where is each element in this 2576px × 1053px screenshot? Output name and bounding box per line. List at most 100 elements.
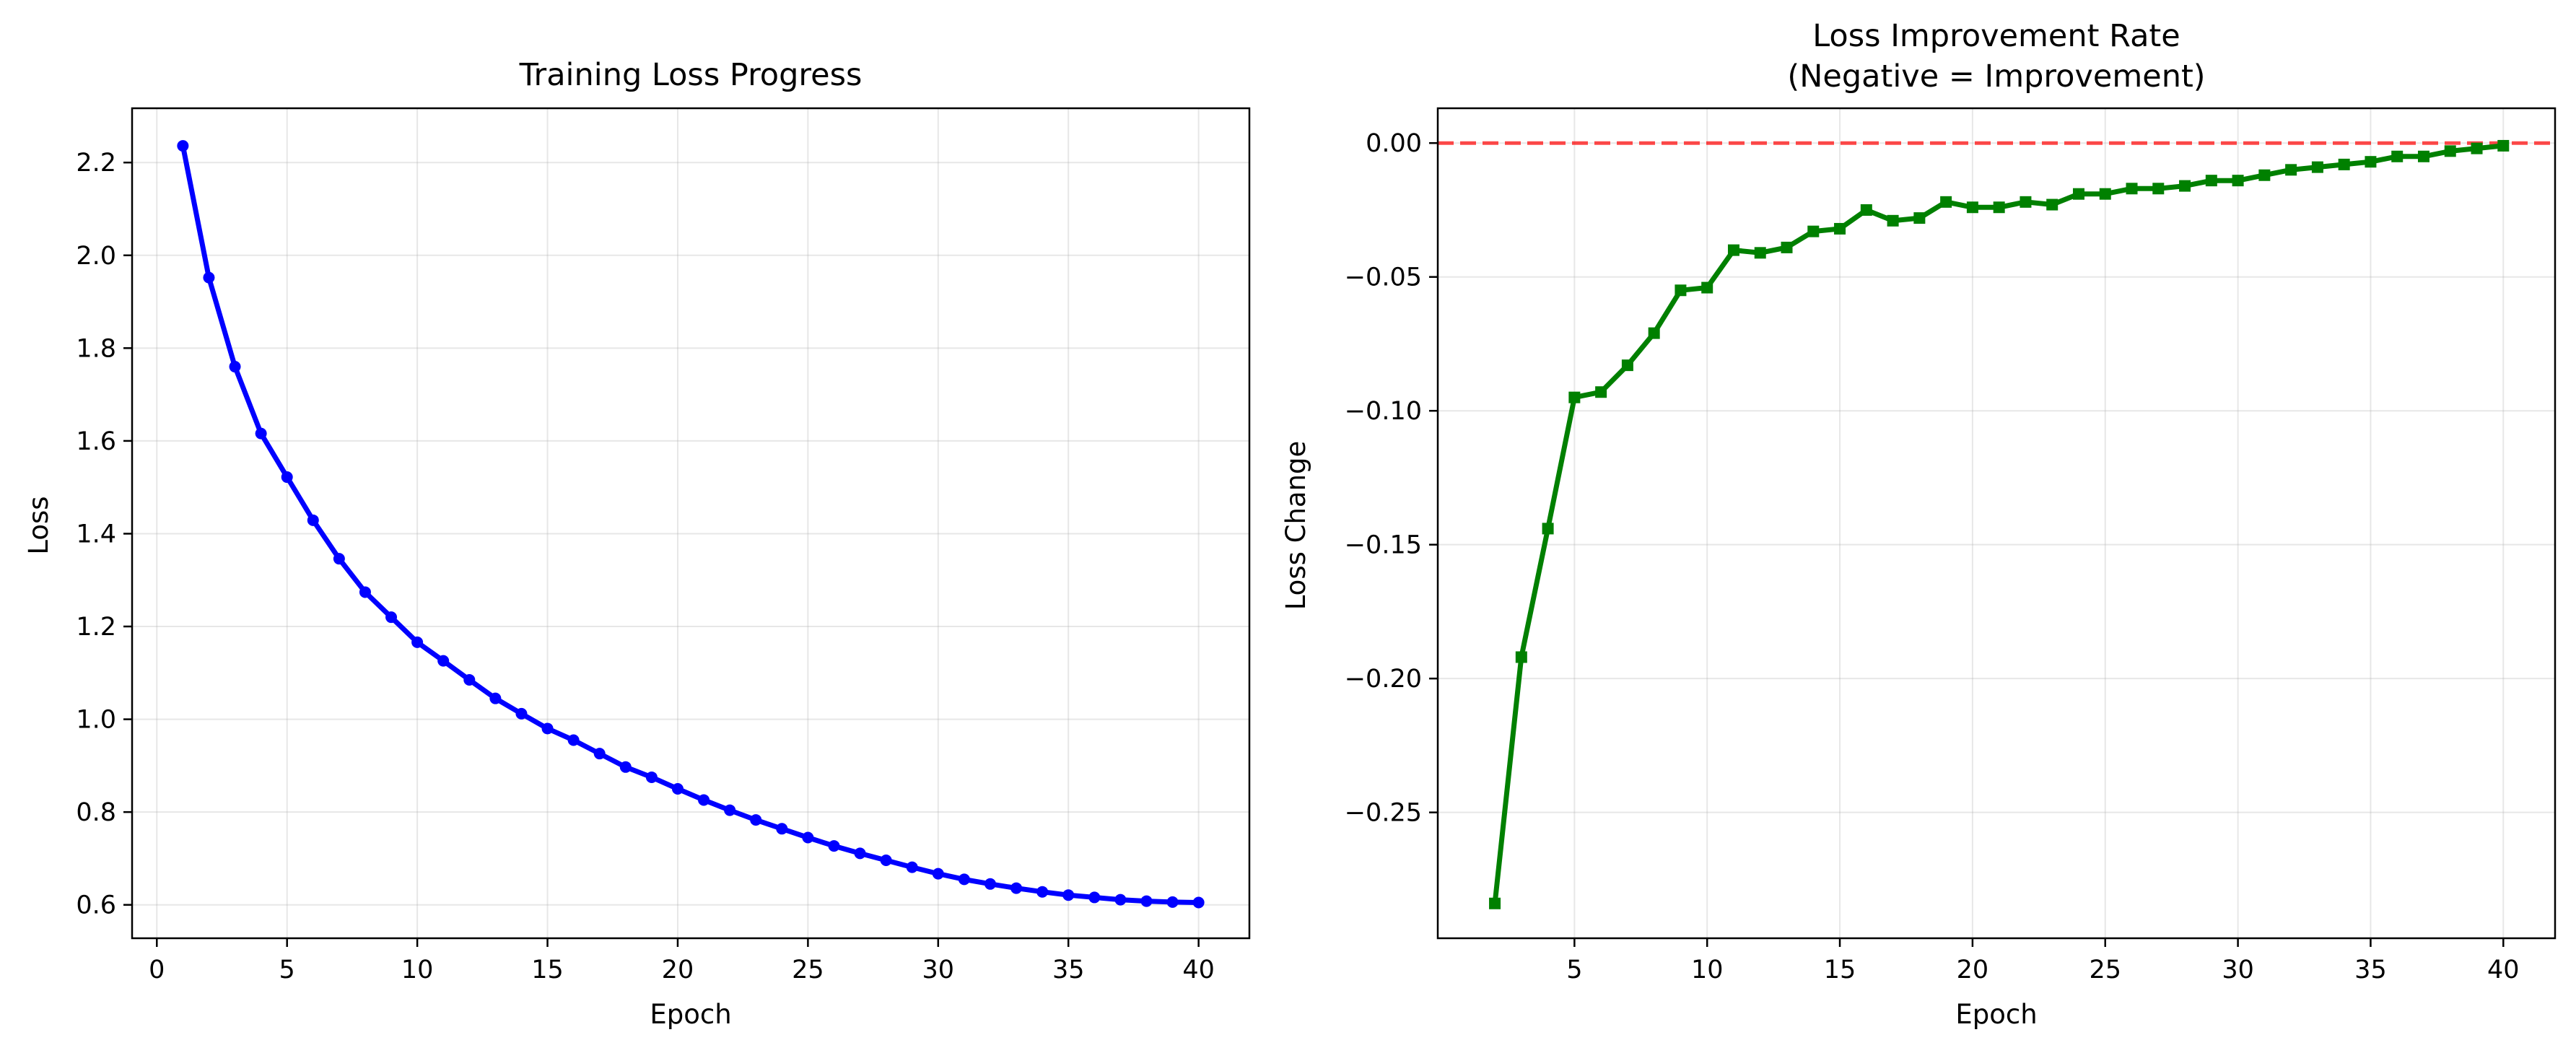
x-axis-label: Epoch [650, 999, 731, 1030]
chart-title: Training Loss Progress [519, 57, 863, 93]
data-point [698, 794, 710, 806]
series-line [1492, 143, 2506, 906]
data-point [932, 868, 944, 880]
y-axis-label: Loss [23, 496, 54, 554]
data-point [724, 804, 736, 816]
training-loss-panel: Training Loss Progress Epoch Loss 0 5 10 15… [23, 57, 1251, 1030]
y-tick-label: 0.00 [1366, 129, 1422, 158]
data-point [2232, 175, 2244, 187]
data-point [1781, 241, 1793, 253]
y-axis-label: Loss Change [1280, 441, 1311, 611]
data-point [828, 840, 840, 852]
plot-frame [1436, 107, 2557, 940]
data-point [1010, 882, 1023, 894]
y-tick-label: 1.2 [76, 613, 116, 642]
data-point [854, 847, 866, 860]
x-tick-label: 0 [149, 956, 165, 984]
chart-title: Loss Improvement Rate [1812, 18, 2180, 54]
data-point [2338, 158, 2350, 170]
data-point [1595, 386, 1607, 398]
data-point [437, 655, 450, 667]
data-point [958, 873, 970, 886]
data-point [2126, 183, 2138, 195]
data-point [307, 514, 319, 526]
x-ticks: 0 5 10 15 20 25 30 35 40 [149, 938, 1215, 984]
data-point [750, 814, 762, 826]
data-point [2311, 161, 2323, 173]
data-point [1993, 201, 2005, 214]
y-ticks: 0.6 0.8 1.0 1.2 1.4 1.6 1.8 2.0 2.2 [76, 149, 132, 920]
x-tick-label: 20 [662, 956, 694, 984]
data-point [1860, 204, 1872, 216]
data-point [802, 831, 814, 844]
data-point [1727, 244, 1739, 256]
x-axis-label: Epoch [1955, 999, 2037, 1030]
data-point [255, 427, 267, 440]
data-point [2365, 156, 2377, 168]
y-tick-label: −0.15 [1345, 531, 1422, 560]
y-tick-label: 0.6 [76, 891, 116, 920]
data-point [2205, 175, 2217, 187]
data-point [489, 692, 502, 704]
data-point [2152, 183, 2165, 195]
series-layer [177, 140, 1205, 909]
x-tick-label: 5 [279, 956, 295, 984]
x-tick-label: 10 [401, 956, 434, 984]
x-tick-label: 35 [2354, 956, 2387, 984]
data-point [203, 271, 215, 284]
grid-lines [132, 108, 1249, 938]
data-point [281, 471, 293, 484]
plot-frame [131, 107, 1251, 940]
data-point [1675, 284, 1687, 297]
x-tick-label: 40 [1182, 956, 1215, 984]
data-point [1966, 201, 1978, 214]
y-tick-label: −0.05 [1345, 263, 1422, 292]
data-point [645, 771, 658, 783]
y-tick-label: −0.20 [1345, 665, 1422, 694]
data-point [2285, 164, 2297, 176]
data-point [1807, 225, 1820, 237]
data-point [1515, 651, 1527, 663]
data-point [333, 553, 345, 565]
data-point [2444, 145, 2456, 157]
data-point [2179, 180, 2191, 192]
y-tick-label: −0.10 [1345, 397, 1422, 426]
data-point [229, 361, 241, 373]
x-ticks: 5 10 15 20 25 30 35 40 [1566, 938, 2520, 984]
x-tick-label: 30 [2222, 956, 2254, 984]
x-tick-label: 25 [2089, 956, 2121, 984]
y-ticks: 0.00 −0.05 −0.10 −0.15 −0.20 −0.25 [1345, 129, 1438, 828]
y-tick-label: 1.8 [76, 334, 116, 363]
data-point [1568, 391, 1581, 403]
x-tick-label: 30 [922, 956, 955, 984]
data-point [1754, 247, 1766, 259]
series-layer [1489, 139, 2510, 909]
y-tick-label: 0.8 [76, 798, 116, 827]
data-point [359, 586, 371, 598]
grid-lines [1438, 108, 2555, 938]
x-tick-label: 20 [1957, 956, 1989, 984]
data-point [1036, 886, 1049, 898]
data-point [2020, 196, 2032, 208]
data-point [671, 783, 684, 795]
data-point [2417, 150, 2429, 162]
chart-subtitle: (Negative = Improvement) [1787, 58, 2205, 95]
data-point [1621, 359, 1633, 372]
data-point [1887, 214, 1899, 227]
data-point [984, 878, 996, 890]
data-point [2391, 150, 2403, 162]
x-tick-label: 35 [1052, 956, 1085, 984]
data-point [1062, 889, 1075, 901]
data-point [1088, 891, 1101, 904]
data-point [1913, 212, 1926, 224]
x-tick-label: 15 [531, 956, 564, 984]
data-point [567, 734, 580, 746]
data-point [1701, 281, 1713, 294]
data-point [2471, 142, 2483, 154]
data-point [1192, 896, 1205, 909]
x-tick-label: 40 [2487, 956, 2520, 984]
data-point [2099, 188, 2111, 200]
data-point [593, 748, 606, 760]
y-tick-label: 1.4 [76, 520, 116, 549]
